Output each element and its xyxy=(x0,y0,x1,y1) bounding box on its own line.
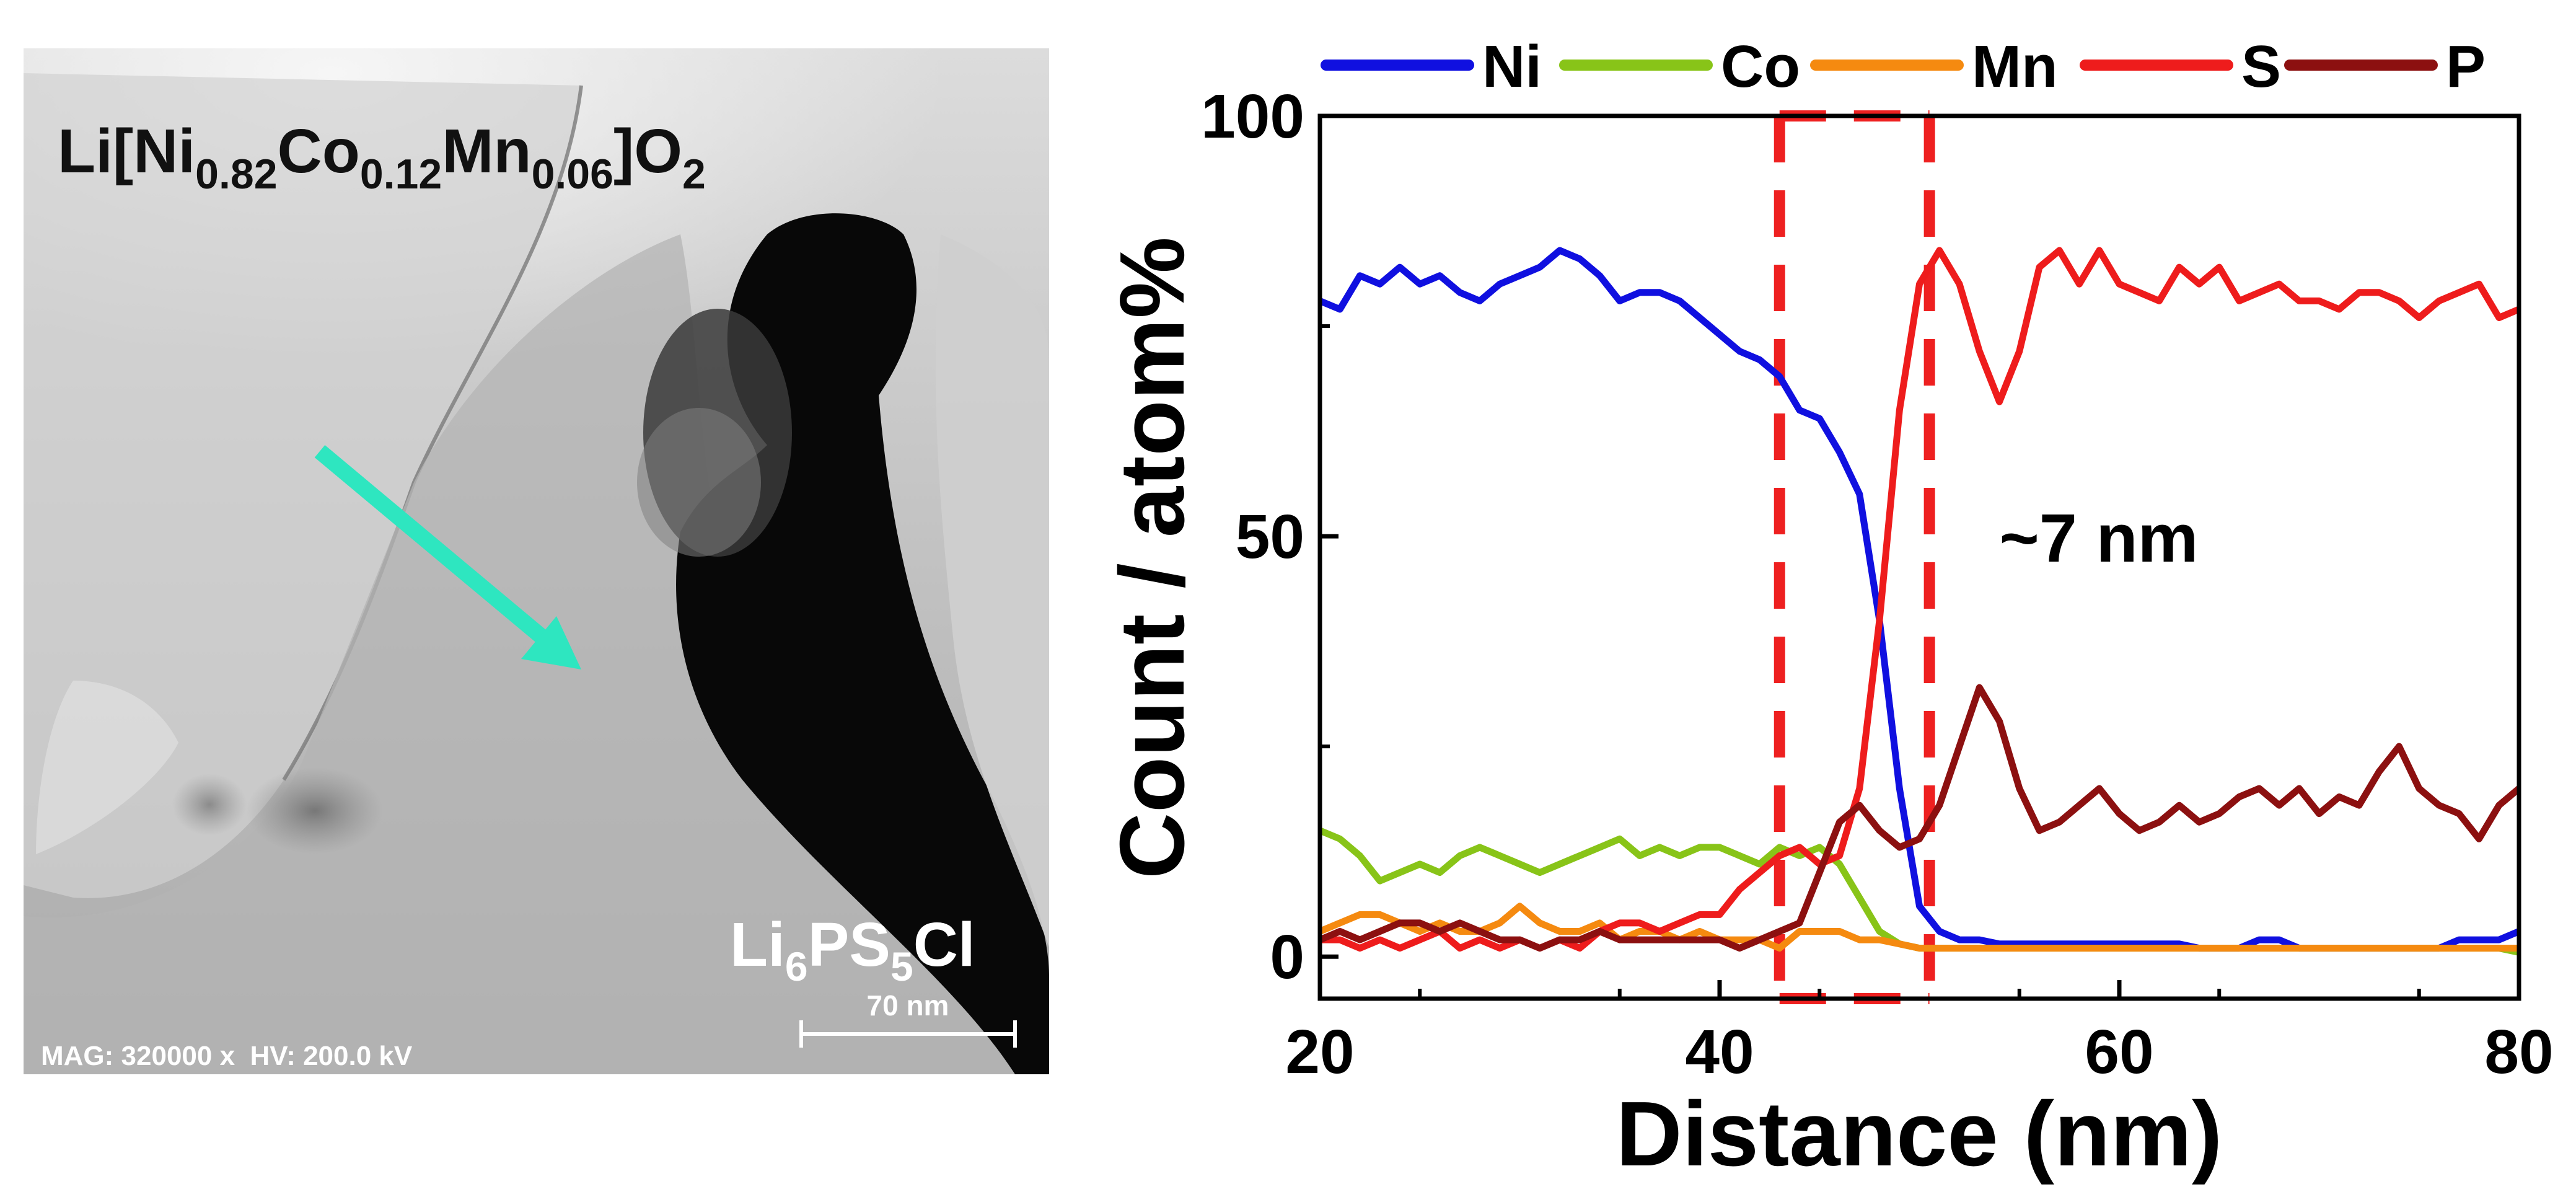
legend-label-p: P xyxy=(2446,33,2486,100)
legend-label-ni: Ni xyxy=(1482,33,1542,100)
x-tick-label-60: 60 xyxy=(2085,1017,2153,1087)
legend-entry-ni: Ni xyxy=(1321,33,1542,100)
legend-entry-co: Co xyxy=(1559,33,1800,100)
y-tick-label-0: 0 xyxy=(1270,922,1304,992)
x-tick-label-40: 40 xyxy=(1685,1017,1754,1087)
interface-width-annotation: ~7 nm xyxy=(2000,500,2199,576)
legend-entry-p: P xyxy=(2284,33,2486,100)
x-tick-label-20: 20 xyxy=(1285,1017,1354,1087)
series-line-co xyxy=(1318,827,2520,956)
series-line-p xyxy=(1318,684,2521,952)
scale-bar-label: 70 nm xyxy=(867,989,949,1022)
scan-direction-arrow xyxy=(314,445,581,669)
plot-frame xyxy=(1317,113,2521,1001)
series-line-ni xyxy=(1318,247,2521,952)
y-tick-label-100: 100 xyxy=(1201,82,1304,151)
legend-label-co: Co xyxy=(1721,33,1800,100)
x-tick-label-80: 80 xyxy=(2484,1017,2553,1087)
x-axis-label: Distance (nm) xyxy=(1616,1083,2223,1185)
scale-bar: 70 nm xyxy=(799,989,1017,1048)
y-axis-label: Count / atom% xyxy=(1101,237,1203,879)
legend-entry-mn: Mn xyxy=(1810,33,2058,100)
y-tick-label-50: 50 xyxy=(1236,502,1304,572)
cathode-particle xyxy=(24,73,581,898)
cathode-formula-label: Li[Ni0.82Co0.12Mn0.06]O2 xyxy=(58,117,706,198)
electrolyte-formula-label: Li6PS5Cl xyxy=(730,910,975,989)
microscope-info: MAG: 320000 x HV: 200.0 kV xyxy=(41,1041,413,1071)
interface-region-box xyxy=(1774,110,1935,1004)
legend-label-mn: Mn xyxy=(1972,33,2058,100)
series-line-mn xyxy=(1318,903,2519,952)
series-line-s xyxy=(1320,247,2521,952)
tem-micrograph: Li[Ni0.82Co0.12Mn0.06]O2 Li6PS5Cl 70 nm … xyxy=(24,48,1049,1074)
legend-entry-s: S xyxy=(2080,33,2281,100)
legend-label-s: S xyxy=(2241,33,2281,100)
